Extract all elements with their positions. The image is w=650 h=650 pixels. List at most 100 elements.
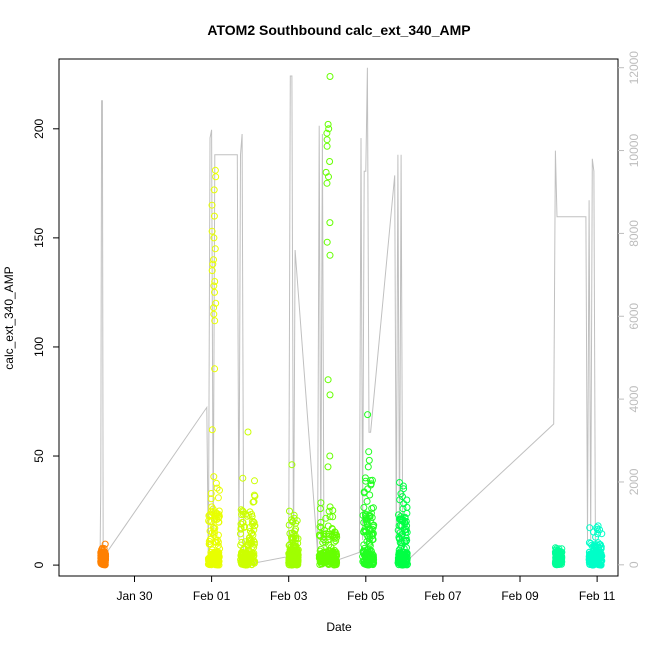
data-point	[362, 510, 369, 518]
y-axis: 0 50 100 150 200	[32, 118, 59, 568]
data-point	[396, 539, 404, 546]
data-point	[324, 559, 332, 567]
y2-tick-label: 10000	[627, 134, 641, 168]
x-tick-label: Feb 05	[347, 589, 385, 603]
data-point	[330, 533, 338, 541]
x-tick-label: Feb 03	[270, 589, 308, 603]
y2-tick-label: 4000	[627, 385, 641, 412]
data-point	[210, 304, 218, 312]
data-point	[397, 544, 405, 552]
data-point	[290, 511, 298, 519]
data-point	[208, 426, 216, 434]
cluster-3	[285, 461, 302, 569]
data-point	[323, 179, 331, 187]
data-point	[290, 550, 298, 557]
data-point	[362, 514, 370, 522]
data-point	[322, 514, 330, 522]
data-point	[317, 499, 325, 507]
data-point	[595, 543, 603, 551]
data-point	[210, 525, 218, 533]
data-point	[215, 553, 223, 561]
data-point	[594, 522, 602, 530]
data-point	[553, 558, 561, 566]
data-point	[359, 547, 367, 555]
data-point	[241, 560, 249, 568]
data-point	[211, 365, 219, 373]
data-point	[331, 534, 339, 542]
y-tick-label: 50	[32, 449, 46, 463]
data-point	[212, 173, 220, 181]
data-point	[286, 550, 294, 558]
data-point	[208, 201, 216, 209]
data-point	[329, 548, 337, 555]
data-point	[100, 545, 108, 552]
data-point	[322, 530, 330, 538]
chart-title: ATOM2 Southbound calc_ext_340_AMP	[207, 22, 470, 38]
secondary-series-line	[99, 67, 596, 566]
data-point	[324, 376, 332, 384]
data-point	[364, 463, 372, 471]
data-point	[395, 522, 403, 530]
cluster-8	[585, 522, 606, 569]
data-point	[210, 473, 218, 481]
data-point	[396, 479, 403, 486]
data-point	[326, 219, 334, 227]
data-point	[215, 507, 223, 515]
y-tick-label: 0	[32, 561, 46, 568]
data-point	[238, 538, 246, 546]
data-point	[361, 526, 369, 534]
x-axis: Jan 30 Feb 01 Feb 03 Feb 05 Feb 07 Feb 09 Feb …	[116, 576, 616, 603]
points-layer	[97, 73, 606, 569]
data-point	[323, 142, 331, 150]
data-point	[245, 553, 253, 561]
x-tick-label: Feb 01	[193, 589, 231, 603]
data-point	[211, 245, 219, 253]
data-point	[247, 537, 255, 545]
data-point	[331, 558, 339, 566]
data-point	[368, 530, 376, 538]
data-point	[397, 490, 405, 498]
cluster-5	[359, 411, 378, 569]
data-point	[367, 552, 375, 560]
data-point	[369, 504, 377, 512]
data-point	[363, 497, 371, 505]
data-point	[324, 120, 332, 128]
data-point	[399, 505, 407, 513]
data-point	[363, 518, 371, 526]
data-point	[207, 490, 215, 497]
data-point	[242, 510, 250, 518]
data-point	[316, 532, 324, 540]
data-point	[289, 539, 297, 546]
data-point	[365, 456, 373, 464]
data-point	[323, 136, 331, 144]
data-point	[394, 526, 402, 534]
secondary-line-layer	[99, 67, 596, 566]
data-point	[210, 282, 218, 290]
data-point	[210, 186, 218, 194]
data-point	[360, 519, 368, 526]
data-point	[325, 125, 333, 133]
data-point	[98, 560, 106, 568]
data-point	[399, 482, 407, 490]
y-tick-label: 200	[32, 118, 46, 138]
data-point	[251, 492, 259, 500]
y2-tick-label: 8000	[627, 220, 641, 247]
cluster-4	[315, 73, 341, 569]
plot-frame	[58, 58, 619, 577]
data-point	[317, 518, 325, 526]
data-point	[210, 234, 218, 242]
data-point	[240, 552, 248, 560]
data-point	[288, 461, 296, 469]
data-point	[590, 528, 597, 536]
data-point	[326, 391, 334, 399]
data-point	[207, 507, 215, 515]
y2-tick-label: 0	[627, 561, 641, 568]
y-tick-label: 100	[32, 337, 46, 357]
data-point	[240, 523, 248, 531]
data-point	[551, 548, 559, 556]
data-point	[318, 550, 325, 558]
data-point	[97, 550, 105, 558]
data-point	[323, 558, 331, 566]
data-point	[244, 428, 252, 436]
data-point	[322, 548, 330, 556]
